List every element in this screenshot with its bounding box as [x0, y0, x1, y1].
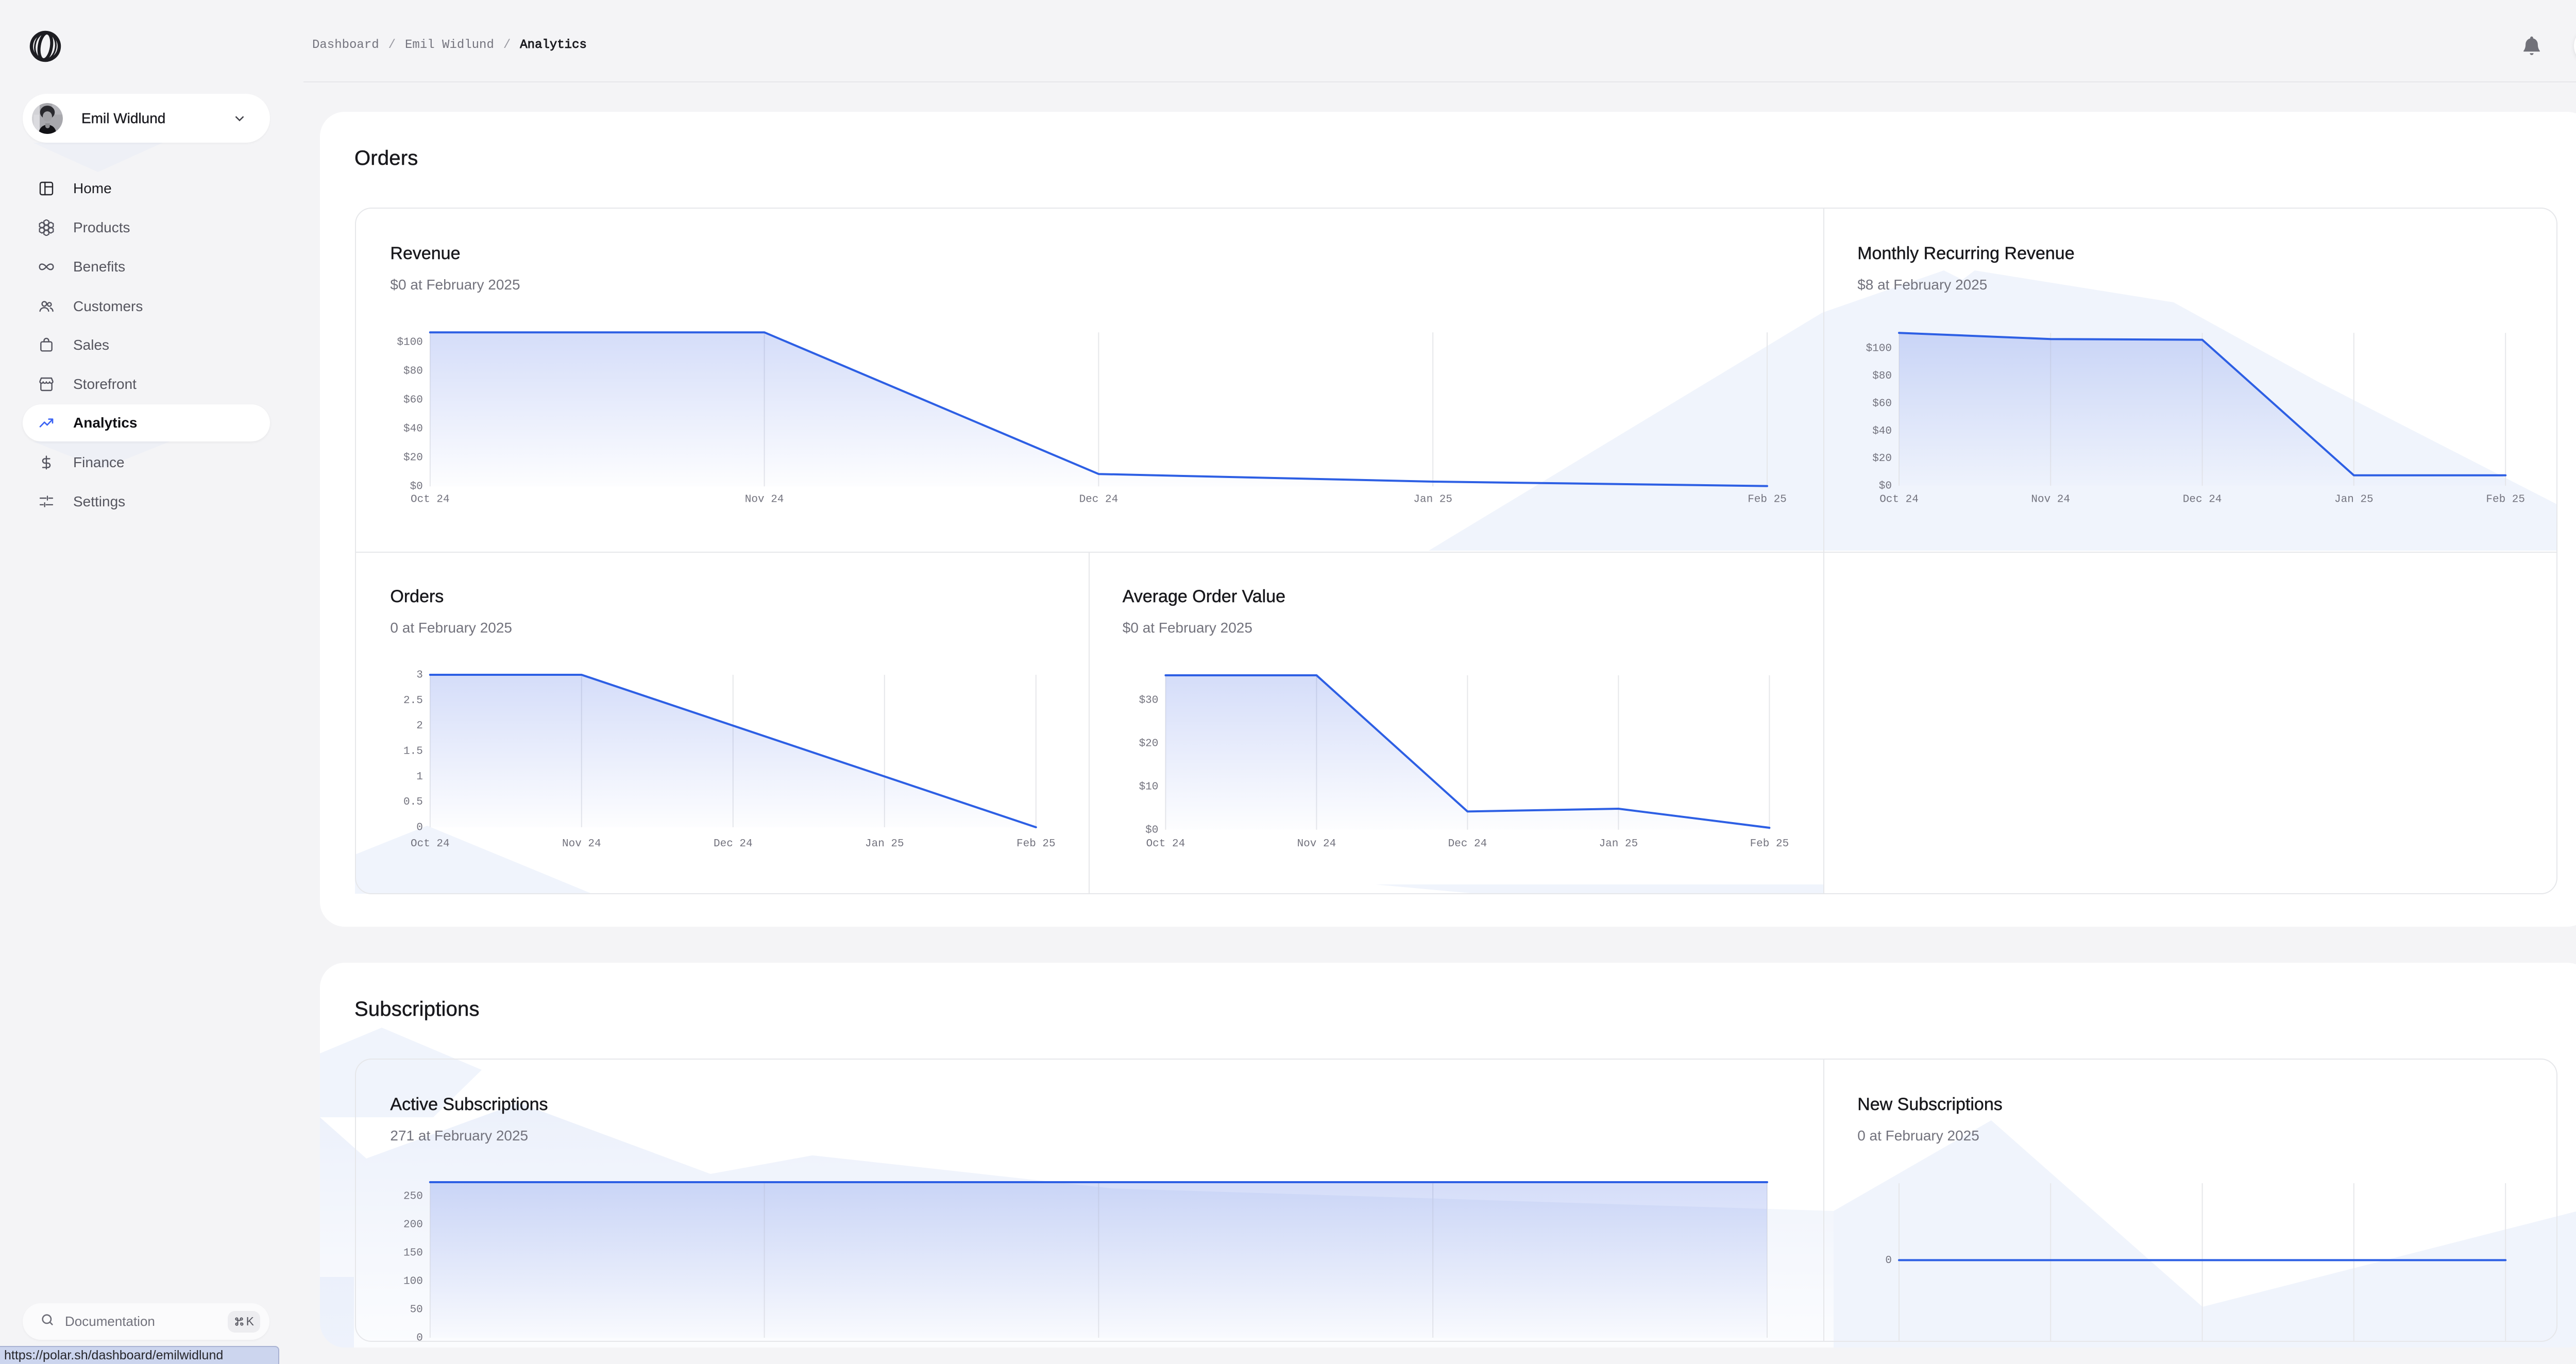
- svg-text:150: 150: [403, 1248, 423, 1259]
- svg-text:$10: $10: [1139, 781, 1158, 793]
- svg-text:$20: $20: [1872, 453, 1892, 465]
- svg-text:$40: $40: [1872, 425, 1892, 437]
- svg-text:Nov 24: Nov 24: [562, 838, 601, 850]
- svg-text:$60: $60: [1872, 398, 1892, 410]
- svg-text:0: 0: [417, 1333, 423, 1342]
- svg-text:200: 200: [403, 1219, 423, 1231]
- svg-text:Oct 24: Oct 24: [411, 838, 450, 850]
- svg-text:2: 2: [417, 721, 423, 732]
- svg-text:Jan 25: Jan 25: [1599, 838, 1638, 850]
- svg-text:Feb 25: Feb 25: [1750, 838, 1789, 850]
- svg-text:Jan 25: Jan 25: [1414, 494, 1453, 506]
- svg-text:$40: $40: [403, 423, 423, 435]
- svg-text:$80: $80: [403, 366, 423, 378]
- svg-text:0: 0: [1886, 1255, 1892, 1267]
- svg-text:0: 0: [417, 822, 423, 834]
- svg-text:Oct 24: Oct 24: [1879, 494, 1919, 506]
- svg-text:Nov 24: Nov 24: [2031, 494, 2071, 506]
- svg-text:Feb 25: Feb 25: [2486, 494, 2526, 506]
- svg-text:Oct 24: Oct 24: [411, 494, 450, 506]
- svg-text:$0: $0: [410, 481, 423, 493]
- svg-text:Dec 24: Dec 24: [1448, 838, 1487, 850]
- svg-text:Feb 25: Feb 25: [1016, 838, 1056, 850]
- svg-text:100: 100: [403, 1276, 423, 1288]
- svg-text:$100: $100: [397, 337, 423, 349]
- svg-text:$20: $20: [1139, 738, 1158, 750]
- svg-text:Feb 25: Feb 25: [1748, 494, 1787, 506]
- svg-text:$0: $0: [1145, 825, 1158, 837]
- svg-text:Nov 24: Nov 24: [745, 494, 784, 506]
- svg-text:1: 1: [417, 771, 423, 783]
- svg-text:$20: $20: [403, 452, 423, 464]
- svg-text:50: 50: [410, 1304, 423, 1316]
- svg-text:0.5: 0.5: [403, 797, 423, 809]
- svg-text:Jan 25: Jan 25: [2334, 494, 2374, 506]
- svg-text:1.5: 1.5: [403, 746, 423, 758]
- svg-text:3: 3: [417, 670, 423, 681]
- svg-text:Dec 24: Dec 24: [2183, 494, 2222, 506]
- svg-text:250: 250: [403, 1191, 423, 1203]
- svg-text:Oct 24: Oct 24: [1146, 838, 1185, 850]
- svg-text:Jan 25: Jan 25: [865, 838, 904, 850]
- svg-text:$0: $0: [1879, 481, 1892, 492]
- svg-text:$80: $80: [1872, 370, 1892, 382]
- svg-text:Dec 24: Dec 24: [714, 838, 753, 850]
- svg-text:$30: $30: [1139, 695, 1158, 707]
- svg-text:$100: $100: [1866, 343, 1892, 355]
- svg-text:Dec 24: Dec 24: [1079, 494, 1118, 506]
- svg-text:Nov 24: Nov 24: [1297, 838, 1336, 850]
- svg-text:2.5: 2.5: [403, 695, 423, 707]
- svg-text:$60: $60: [403, 395, 423, 406]
